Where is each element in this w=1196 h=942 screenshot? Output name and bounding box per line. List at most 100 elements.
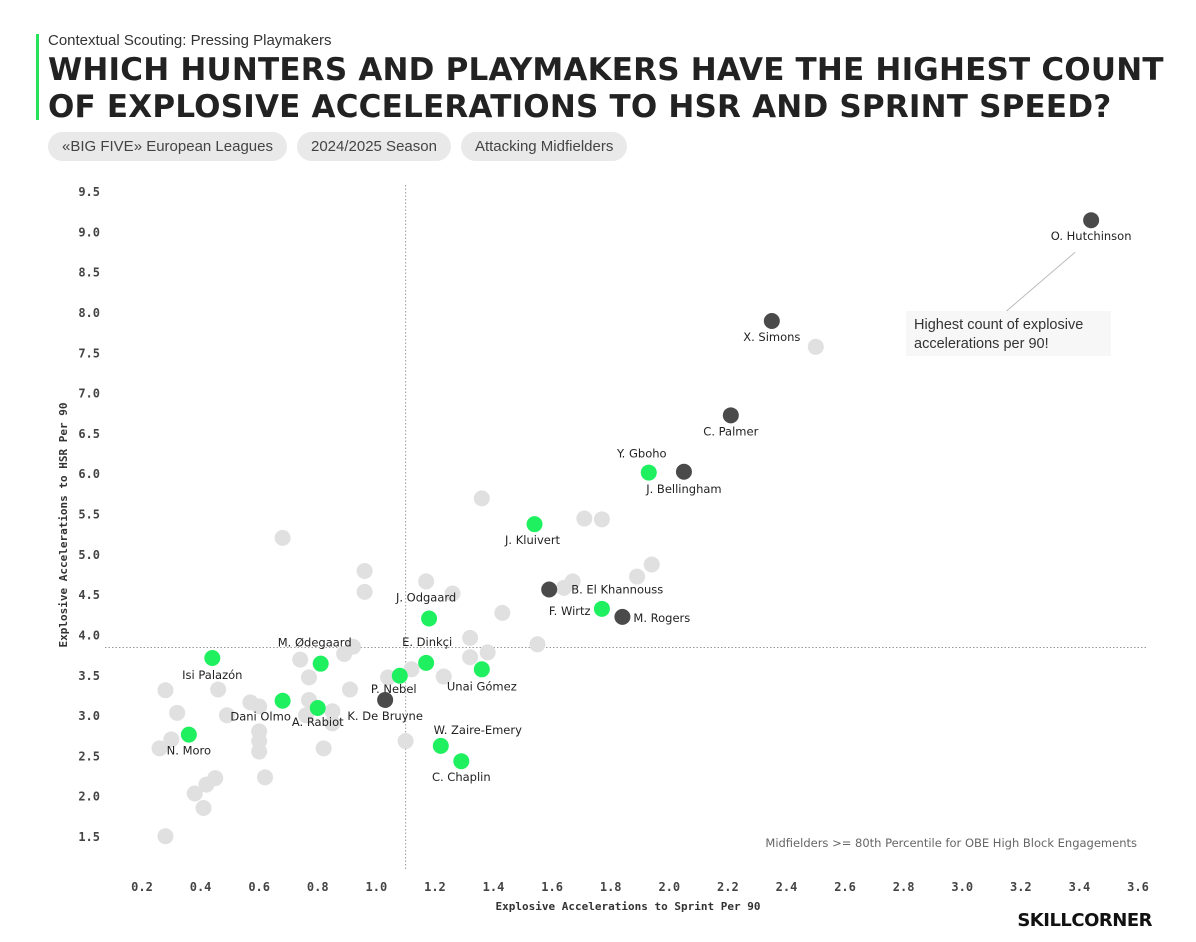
background-player-point <box>643 556 660 573</box>
background-player-point <box>324 703 341 720</box>
y-tick-label: 8.0 <box>78 306 100 320</box>
background-player-point <box>186 785 203 802</box>
player-point <box>722 407 739 424</box>
background-player-point <box>629 568 646 585</box>
eyebrow-subtitle: Contextual Scouting: Pressing Playmakers <box>48 32 332 49</box>
player-label: Y. Gboho <box>616 447 667 461</box>
player-label: M. Rogers <box>633 611 690 625</box>
y-axis-label: Explosive Accelerations to HSR Per 90 <box>57 402 70 647</box>
player-point <box>453 753 470 770</box>
x-tick-label: 2.8 <box>893 880 915 894</box>
background-player-point <box>336 645 353 662</box>
player-point <box>763 313 780 329</box>
background-player-point <box>418 573 435 590</box>
background-player-point <box>462 629 479 646</box>
x-tick-label: 2.2 <box>717 880 739 894</box>
background-player-point <box>274 529 291 546</box>
x-tick-label: 1.0 <box>366 880 388 894</box>
player-point <box>274 692 291 709</box>
pill-position[interactable]: Attacking Midfielders <box>460 132 628 161</box>
background-player-point <box>529 636 546 653</box>
player-point <box>675 463 692 480</box>
x-tick-label: 3.2 <box>1010 880 1032 894</box>
background-player-point <box>807 338 824 355</box>
y-tick-label: 1.5 <box>78 830 100 844</box>
player-point <box>309 700 326 716</box>
pill-leagues[interactable]: «BIG FIVE» European Leagues <box>48 132 287 161</box>
annotation-text-line-2: accelerations per 90! <box>914 336 1049 352</box>
background-player-point <box>210 681 227 698</box>
y-tick-label: 2.0 <box>78 790 100 804</box>
player-label: K. De Bruyne <box>347 709 423 723</box>
background-player-point <box>151 740 168 757</box>
background-player-point <box>195 799 212 816</box>
y-tick-label: 9.5 <box>78 185 100 199</box>
player-label: N. Moro <box>167 744 211 758</box>
player-label: Unai Gómez <box>447 679 517 693</box>
background-player-point <box>251 698 268 715</box>
filter-pills: «BIG FIVE» European Leagues 2024/2025 Se… <box>48 132 628 161</box>
background-player-point <box>157 828 174 845</box>
x-tick-label: 3.0 <box>951 880 973 894</box>
chart-title: Which Hunters and Playmakers have the hi… <box>48 52 1164 125</box>
x-tick-label: 2.4 <box>776 880 798 894</box>
y-tick-label: 6.0 <box>78 467 100 481</box>
background-player-point <box>356 583 373 600</box>
background-player-point <box>403 661 420 678</box>
x-tick-label: 0.2 <box>131 880 153 894</box>
x-tick-label: 3.6 <box>1127 880 1149 894</box>
background-player-point <box>356 562 373 579</box>
brand-logo: SKILLCORNER <box>1017 910 1152 931</box>
y-tick-label: 5.5 <box>78 508 100 522</box>
x-tick-label: 3.4 <box>1069 880 1091 894</box>
background-player-point <box>593 511 610 528</box>
player-label: A. Rabiot <box>292 715 344 729</box>
background-player-point <box>157 682 174 699</box>
background-player-point <box>479 644 496 661</box>
background-player-point <box>218 707 235 724</box>
background-player-point <box>576 510 593 527</box>
y-tick-label: 4.5 <box>78 588 100 602</box>
background-player-point <box>251 743 268 760</box>
y-tick-label: 6.5 <box>78 427 100 441</box>
background-player-point <box>163 731 180 748</box>
y-tick-label: 7.0 <box>78 387 100 401</box>
player-point <box>614 608 631 625</box>
background-player-point <box>397 733 414 750</box>
annotation-box <box>906 311 1111 356</box>
player-point <box>526 516 543 533</box>
player-point <box>204 650 221 667</box>
x-tick-label: 2.0 <box>658 880 680 894</box>
background-player-point <box>462 649 479 666</box>
annotation-text-line-1: Highest count of explosive <box>914 317 1083 333</box>
player-point <box>418 654 435 671</box>
pill-season[interactable]: 2024/2025 Season <box>296 132 451 161</box>
y-tick-label: 9.0 <box>78 225 100 239</box>
player-point <box>640 464 657 481</box>
background-player-point <box>324 715 341 732</box>
player-point <box>432 737 449 754</box>
y-tick-label: 3.0 <box>78 709 100 723</box>
background-player-point <box>315 740 332 757</box>
player-label: E. Dinkçi <box>402 635 452 649</box>
background-player-point <box>198 776 215 793</box>
player-label: Isi Palazón <box>182 668 242 682</box>
player-point <box>312 655 329 672</box>
player-label: W. Zaire-Emery <box>434 723 522 737</box>
player-label: J. Kluivert <box>504 533 561 547</box>
background-player-point <box>341 681 358 698</box>
player-label: M. Ødegaard <box>278 636 352 650</box>
background-player-point <box>380 669 397 686</box>
x-tick-label: 2.6 <box>834 880 856 894</box>
player-point <box>180 726 197 743</box>
x-tick-label: 1.6 <box>541 880 563 894</box>
x-tick-label: 1.8 <box>600 880 622 894</box>
player-label: O. Hutchinson <box>1051 229 1132 243</box>
player-label: P. Nebel <box>371 682 417 696</box>
background-player-point <box>292 651 309 668</box>
player-label: C. Palmer <box>703 424 758 438</box>
player-label: C. Chaplin <box>432 770 491 784</box>
title-accent-bar <box>36 34 39 120</box>
y-tick-label: 8.5 <box>78 266 100 280</box>
